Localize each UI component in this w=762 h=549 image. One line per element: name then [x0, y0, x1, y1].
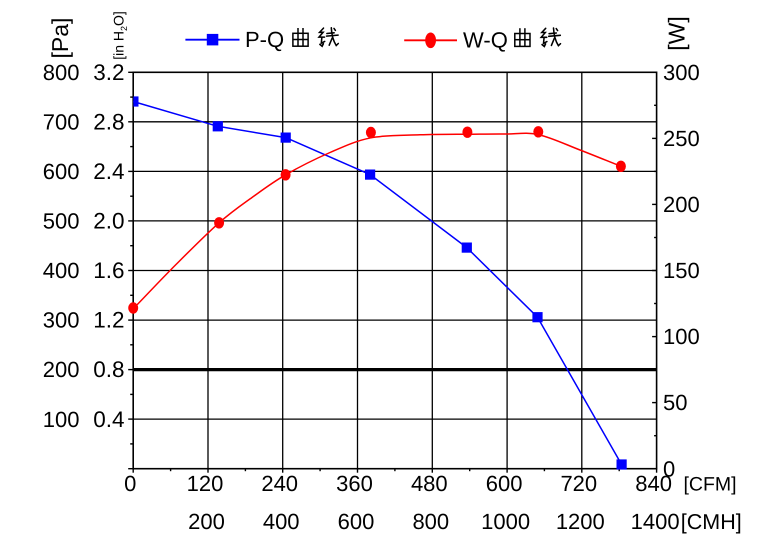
svg-text:800: 800: [412, 509, 449, 534]
svg-text:0.4: 0.4: [93, 407, 124, 432]
svg-text:500: 500: [43, 209, 80, 234]
svg-text:150: 150: [663, 258, 700, 283]
svg-text:0: 0: [124, 471, 136, 496]
svg-text:50: 50: [663, 390, 687, 415]
svg-text:2.8: 2.8: [93, 109, 124, 134]
svg-text:1400: 1400: [631, 509, 680, 534]
svg-text:W-Q: W-Q: [463, 27, 508, 52]
svg-text:[in H2O]: [in H2O]: [111, 11, 129, 60]
svg-text:360: 360: [336, 471, 373, 496]
svg-text:1000: 1000: [481, 509, 530, 534]
svg-text:[W]: [W]: [664, 16, 690, 51]
svg-text:3.2: 3.2: [93, 60, 124, 85]
svg-text:P-Q: P-Q: [245, 27, 284, 52]
svg-text:0: 0: [663, 456, 675, 481]
svg-text:240: 240: [261, 471, 298, 496]
svg-text:0.8: 0.8: [93, 357, 124, 382]
svg-text:600: 600: [338, 509, 375, 534]
svg-text:[CMH]: [CMH]: [681, 510, 742, 534]
svg-text:1.2: 1.2: [93, 308, 124, 333]
svg-text:300: 300: [663, 60, 700, 85]
svg-text:120: 120: [187, 471, 224, 496]
svg-text:200: 200: [43, 357, 80, 382]
svg-text:840: 840: [635, 471, 672, 496]
svg-text:100: 100: [663, 324, 700, 349]
svg-text:800: 800: [43, 60, 80, 85]
svg-text:720: 720: [560, 471, 597, 496]
svg-text:250: 250: [663, 126, 700, 151]
svg-text:[CFM]: [CFM]: [684, 474, 737, 496]
svg-text:2.0: 2.0: [93, 209, 124, 234]
svg-text:100: 100: [43, 407, 80, 432]
svg-text:400: 400: [43, 258, 80, 283]
svg-text:700: 700: [43, 109, 80, 134]
svg-text:600: 600: [486, 471, 523, 496]
svg-text:480: 480: [411, 471, 448, 496]
svg-text:600: 600: [43, 159, 80, 184]
svg-text:2.4: 2.4: [93, 159, 124, 184]
svg-text:[Pa]: [Pa]: [47, 18, 73, 59]
svg-text:1.6: 1.6: [93, 258, 124, 283]
svg-text:400: 400: [263, 509, 300, 534]
svg-text:200: 200: [188, 509, 225, 534]
svg-text:1200: 1200: [556, 509, 605, 534]
svg-text:200: 200: [663, 192, 700, 217]
svg-text:300: 300: [43, 308, 80, 333]
